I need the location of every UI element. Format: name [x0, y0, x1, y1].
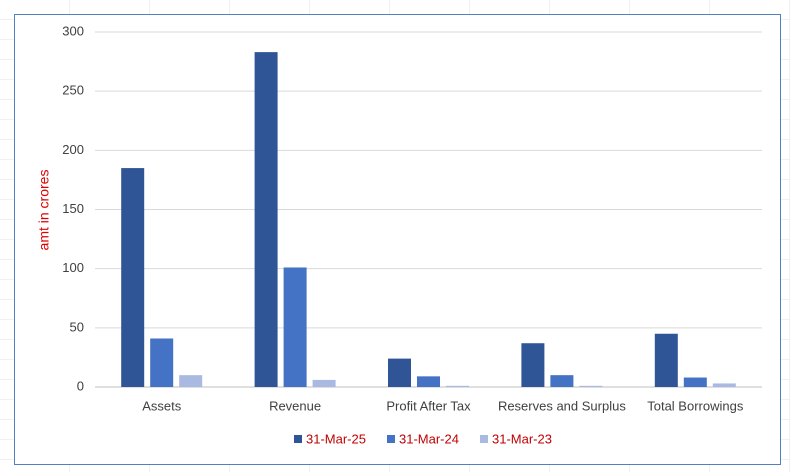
bar — [150, 338, 174, 387]
y-tick-label: 0 — [77, 378, 84, 393]
bar — [283, 267, 307, 387]
x-tick-label: Assets — [142, 398, 182, 413]
y-tick-label: 150 — [62, 201, 84, 216]
y-axis-title: amt in crores — [36, 170, 52, 251]
bar — [312, 379, 336, 387]
bar — [521, 343, 545, 387]
x-tick-label: Total Borrowings — [647, 398, 744, 413]
bar — [446, 385, 469, 387]
legend-label: 31-Mar-25 — [306, 431, 366, 446]
y-tick-label: 50 — [70, 319, 84, 334]
bar — [121, 168, 145, 387]
legend-label: 31-Mar-23 — [492, 431, 552, 446]
y-tick-label: 300 — [62, 23, 84, 38]
x-tick-label: Revenue — [269, 398, 321, 413]
y-tick-label: 100 — [62, 260, 84, 275]
legend-swatch — [387, 435, 395, 443]
bar — [388, 358, 411, 387]
bar — [683, 377, 707, 387]
legend-swatch — [294, 435, 302, 443]
x-tick-label: Reserves and Surplus — [498, 398, 626, 413]
bar — [654, 333, 678, 387]
y-tick-label: 200 — [62, 142, 84, 157]
bar — [179, 375, 203, 387]
x-tick-label: Profit After Tax — [386, 398, 471, 413]
bar — [579, 385, 603, 387]
legend-swatch — [480, 435, 488, 443]
bar — [254, 52, 278, 387]
y-tick-label: 250 — [62, 83, 84, 98]
bar — [550, 375, 574, 387]
bar — [712, 383, 736, 387]
bar — [417, 376, 440, 387]
legend-label: 31-Mar-24 — [399, 431, 459, 446]
